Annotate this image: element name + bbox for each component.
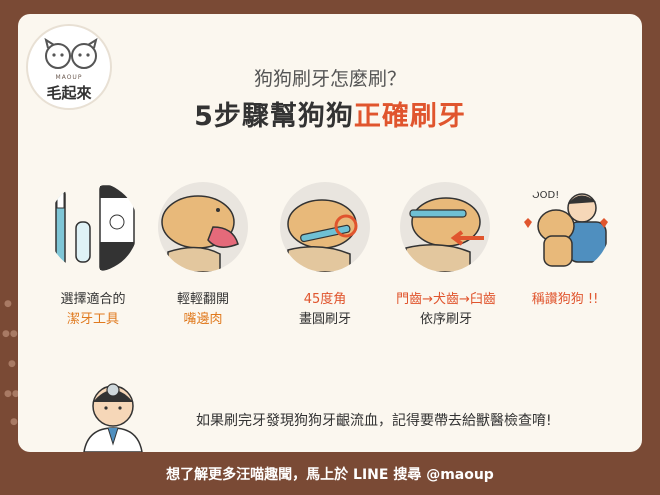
title-prefix: 5步驟幫狗狗: [194, 101, 354, 132]
step-3: 45度角 畫圓刷牙: [270, 182, 390, 332]
footer-text: 想了解更多汪喵趣聞，馬上於 LINE 搜尋 @maoup: [166, 467, 494, 483]
maoup-logo: MAOUP 毛起來: [26, 24, 112, 110]
step-3-line1: 45度角: [303, 292, 347, 307]
step-4-line1: 門齒→犬齒→臼齒: [396, 292, 496, 307]
step-5: GOOD! 稱讚狗狗 !!: [510, 182, 630, 332]
step-1-line1: 選擇適合的: [60, 292, 126, 307]
logo-name: 毛起來: [46, 84, 92, 102]
dog-brushing-order-icon: [400, 182, 490, 272]
step-5-line2: !!: [587, 292, 599, 307]
boy-hugging-dog-icon: GOOD!: [520, 182, 610, 272]
paw-print-icon: ●: [4, 299, 12, 309]
dog-cat-face-icon: [44, 38, 98, 69]
step-3-line2: 畫圓刷牙: [298, 312, 351, 327]
toothbrush-and-toothpaste-icon: [48, 182, 138, 272]
step-4: 門齒→犬齒→臼齒 依序刷牙: [390, 182, 510, 332]
infographic-card: MAOUP 毛起來 狗狗刷牙怎麼刷？ 5步驟幫狗狗正確刷牙 選擇適合的 潔牙工具: [18, 14, 642, 452]
paw-print-icon: ●: [10, 417, 18, 427]
page-title: 5步驟幫狗狗正確刷牙: [18, 94, 642, 133]
paw-print-icon: ●●: [2, 329, 18, 339]
step-4-line2: 依序刷牙: [419, 312, 472, 327]
paw-print-icon: ●●: [4, 389, 20, 399]
tip-text: 如果刷完牙發現狗狗牙齦流血，記得要帶去給獸醫檢查唷!: [196, 413, 552, 429]
logo-subtitle: MAOUP: [55, 74, 83, 81]
step-1-line2: 潔牙工具: [66, 312, 119, 327]
step-2-line1: 輕輕翻開: [176, 292, 229, 307]
step-2: 輕輕翻開 嘴邊肉: [148, 182, 268, 332]
page-subtitle: 狗狗刷牙怎麼刷？: [253, 68, 406, 90]
dog-mouth-open-icon: [158, 182, 248, 272]
paw-print-icon: ●: [8, 359, 16, 369]
good-bubble: GOOD!: [524, 190, 559, 201]
step-2-line2: 嘴邊肉: [183, 312, 223, 327]
step-1: 選擇適合的 潔牙工具: [38, 182, 158, 332]
step-5-line1: 稱讚狗狗: [531, 292, 584, 307]
title-highlight: 正確刷牙: [353, 101, 466, 132]
vet-tip: 如果刷完牙發現狗狗牙齦流血，記得要帶去給獸醫檢查唷!: [58, 372, 618, 452]
vet-doctor-icon: [83, 383, 143, 452]
dog-brushing-circle-icon: [280, 182, 370, 272]
